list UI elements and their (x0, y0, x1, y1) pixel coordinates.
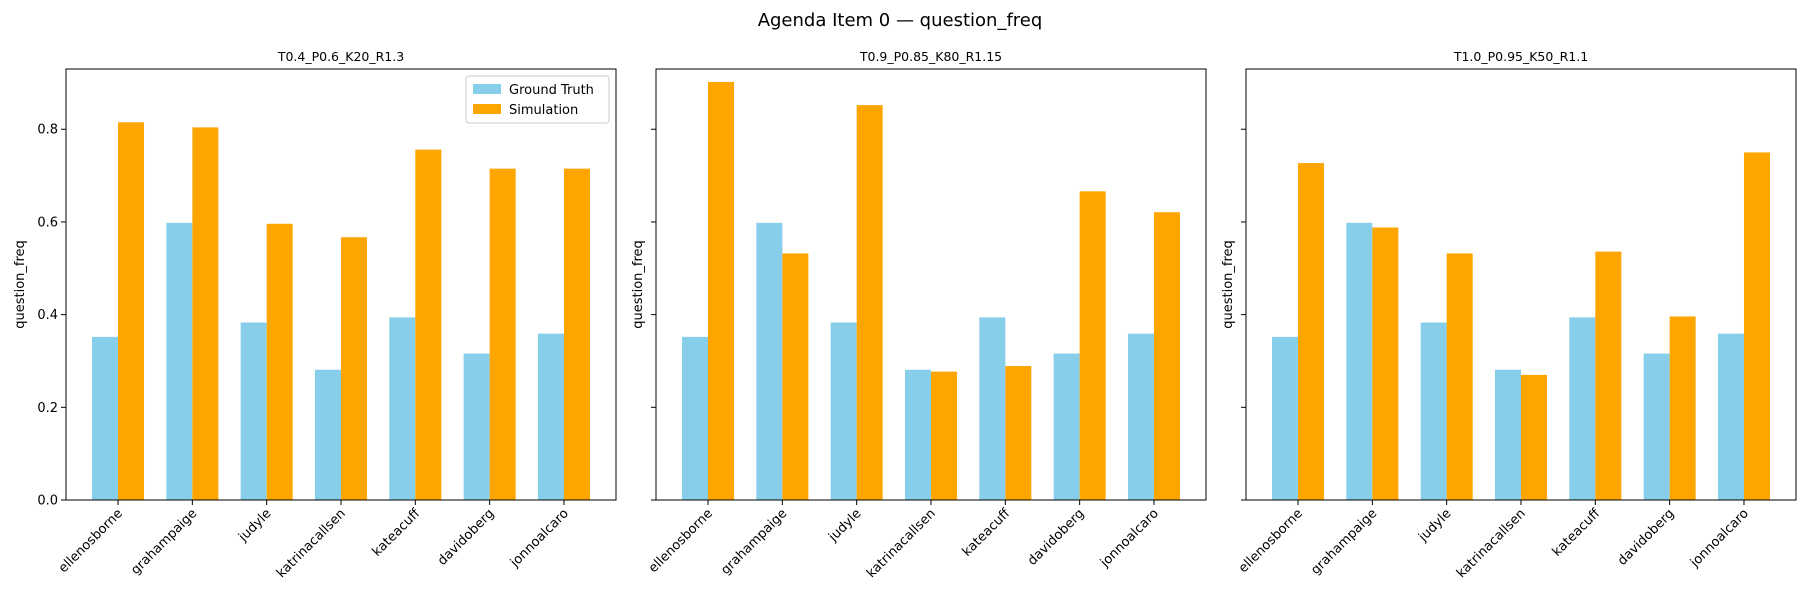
y-tick-label: 0.4 (37, 308, 58, 323)
ground-truth-bar (979, 317, 1006, 500)
figure-title: Agenda Item 0 — question_freq (758, 10, 1043, 31)
ground-truth-bar (904, 369, 931, 500)
chart-panel-0: T0.4_P0.6_K20_R1.3 0.0 0.2 0.4 0.6 0.8 questio… (13, 49, 617, 581)
ground-truth-bar (389, 317, 416, 500)
ground-truth-bar (537, 333, 564, 500)
y-tick-label: 0.8 (37, 123, 58, 138)
simulation-bar (118, 122, 145, 500)
simulation-bar (1743, 152, 1770, 500)
ground-truth-bar (1420, 322, 1447, 500)
ground-truth-bar (314, 369, 341, 500)
ground-truth-bar (830, 322, 857, 500)
x-tick-label: ellenosborne (1236, 506, 1306, 576)
x-tick-label: kateacuff (960, 505, 1014, 559)
simulation-bar (1153, 212, 1180, 500)
simulation-bar (1005, 366, 1032, 500)
x-tick-label: ellenosborne (56, 506, 126, 576)
simulation-bar (931, 371, 958, 500)
y-tick-label: 0.0 (37, 494, 58, 509)
simulation-bar (489, 168, 516, 501)
ground-truth-bar (1494, 369, 1521, 500)
x-tick-label: davidoberg (435, 506, 497, 568)
simulation-bar (1372, 227, 1399, 501)
legend-label: Simulation (509, 103, 578, 118)
ground-truth-bar (92, 336, 119, 500)
x-tick-label: jonnoalcaro (507, 506, 572, 571)
x-tick-label: ellenosborne (646, 506, 716, 576)
y-axis-label: question_freq (631, 240, 646, 329)
ground-truth-bar (463, 353, 490, 500)
x-tick-label: katrinacallsen (1454, 506, 1529, 581)
x-tick-label: davidoberg (1025, 506, 1087, 568)
simulation-bar (192, 127, 219, 500)
y-tick-label: 0.2 (37, 401, 58, 416)
x-tick-label: jonnoalcaro (1097, 506, 1162, 571)
y-axis-label: question_freq (1221, 240, 1236, 329)
x-tick-label: davidoberg (1615, 506, 1677, 568)
simulation-bar (782, 253, 809, 500)
x-tick-label: judyle (825, 506, 864, 545)
ground-truth-bar (1643, 353, 1670, 500)
ground-truth-bar (1569, 317, 1596, 500)
legend-swatch (473, 84, 501, 94)
simulation-bar (1446, 253, 1473, 500)
simulation-bar (1521, 374, 1548, 500)
x-tick-label: jonnoalcaro (1687, 506, 1752, 571)
simulation-bar (1595, 251, 1622, 500)
x-tick-label: katrinacallsen (274, 506, 349, 581)
legend-label: Ground Truth (509, 83, 594, 98)
ground-truth-bar (1346, 222, 1373, 500)
x-tick-label: judyle (235, 506, 274, 545)
legend: Ground Truth Simulation (465, 75, 610, 124)
panel-title: T0.4_P0.6_K20_R1.3 (277, 49, 404, 64)
simulation-bar (1669, 316, 1696, 500)
ground-truth-bar (166, 222, 193, 500)
simulation-bar (856, 105, 883, 501)
chart-panel-1: T0.9_P0.85_K80_R1.15 question_freqellenos… (631, 49, 1207, 581)
x-tick-label: grahampaige (128, 506, 200, 578)
x-tick-label: kateacuff (370, 505, 424, 559)
simulation-bar (563, 168, 590, 501)
x-tick-label: grahampaige (718, 506, 790, 578)
simulation-bar (1079, 191, 1106, 500)
simulation-bar (1298, 163, 1325, 500)
ground-truth-bar (756, 222, 783, 500)
legend-box (465, 75, 610, 124)
legend-swatch (473, 104, 501, 114)
panel-title: T0.9_P0.85_K80_R1.15 (859, 49, 1002, 64)
simulation-bar (415, 149, 442, 500)
x-tick-label: katrinacallsen (864, 506, 939, 581)
y-axis-label: question_freq (13, 240, 28, 329)
ground-truth-bar (240, 322, 267, 500)
x-tick-label: kateacuff (1550, 505, 1604, 559)
ground-truth-bar (1053, 353, 1080, 500)
ground-truth-bar (1717, 333, 1744, 500)
chart-panel-2: T1.0_P0.95_K50_R1.1 question_freq ellenosb… (1221, 49, 1797, 581)
y-tick-label: 0.6 (37, 215, 58, 230)
x-tick-label: judyle (1415, 506, 1454, 545)
ground-truth-bar (1127, 333, 1154, 500)
simulation-bar (341, 237, 368, 500)
panel-title: T1.0_P0.95_K50_R1.1 (1453, 49, 1588, 64)
ground-truth-bar (1272, 336, 1299, 500)
ground-truth-bar (682, 336, 709, 500)
simulation-bar (266, 223, 293, 500)
simulation-bar (708, 81, 735, 500)
x-tick-label: grahampaige (1308, 506, 1380, 578)
